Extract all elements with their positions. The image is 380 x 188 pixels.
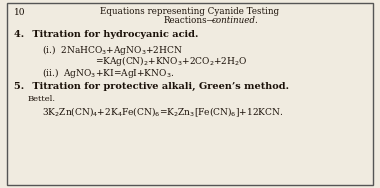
Text: Equations representing Cyanide Testing: Equations representing Cyanide Testing bbox=[100, 7, 280, 16]
Text: =KAg(CN)$_2$+KNO$_3$+2CO$_2$+2H$_2$O: =KAg(CN)$_2$+KNO$_3$+2CO$_2$+2H$_2$O bbox=[95, 54, 248, 68]
Text: Reactions—: Reactions— bbox=[164, 16, 216, 25]
Text: (i.)  2NaHCO$_3$+AgNO$_3$+2HCN: (i.) 2NaHCO$_3$+AgNO$_3$+2HCN bbox=[42, 43, 183, 57]
Text: 5.  Titration for protective alkali, Green’s method.: 5. Titration for protective alkali, Gree… bbox=[14, 82, 289, 91]
Text: (ii.)  AgNO$_3$+KI=AgI+KNO$_3$.: (ii.) AgNO$_3$+KI=AgI+KNO$_3$. bbox=[42, 66, 174, 80]
Text: 10: 10 bbox=[14, 8, 25, 17]
Text: continued.: continued. bbox=[211, 16, 258, 25]
Text: 3K$_2$Zn(CN)$_4$+2K$_4$Fe(CN)$_6$=K$_2$Zn$_3$[Fe(CN)$_6$]+12KCN.: 3K$_2$Zn(CN)$_4$+2K$_4$Fe(CN)$_6$=K$_2$Z… bbox=[42, 106, 283, 119]
Text: 4.  Titration for hydrocyanic acid.: 4. Titration for hydrocyanic acid. bbox=[14, 30, 198, 39]
Text: Bettel.: Bettel. bbox=[28, 95, 56, 103]
